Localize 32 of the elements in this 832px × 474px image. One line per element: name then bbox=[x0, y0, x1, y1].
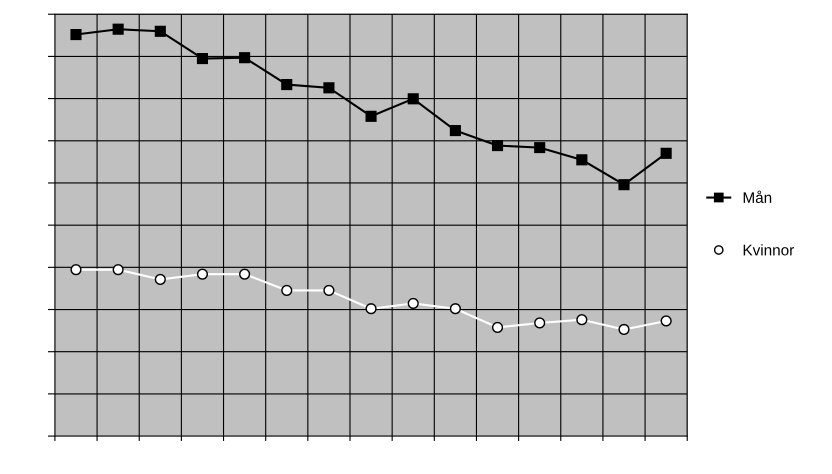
point bbox=[239, 268, 250, 280]
point bbox=[281, 79, 292, 90]
point bbox=[408, 298, 419, 310]
point bbox=[154, 26, 166, 37]
point bbox=[366, 303, 377, 314]
point bbox=[450, 124, 461, 136]
point bbox=[576, 154, 588, 166]
point bbox=[618, 324, 630, 336]
point bbox=[70, 264, 82, 276]
point bbox=[534, 142, 546, 154]
point bbox=[239, 52, 250, 64]
point bbox=[660, 315, 672, 326]
point bbox=[112, 24, 124, 35]
point bbox=[196, 52, 208, 64]
point bbox=[450, 303, 461, 314]
point bbox=[534, 317, 546, 329]
point bbox=[492, 140, 504, 152]
point bbox=[492, 322, 504, 334]
point bbox=[323, 82, 334, 94]
point bbox=[618, 179, 630, 190]
point bbox=[70, 28, 82, 40]
point bbox=[366, 110, 377, 122]
point bbox=[196, 268, 208, 280]
point bbox=[281, 284, 292, 296]
point bbox=[408, 93, 419, 104]
point bbox=[154, 274, 166, 285]
point bbox=[576, 314, 588, 326]
legend-label: Kvinnor bbox=[744, 244, 794, 256]
point bbox=[323, 284, 334, 296]
point bbox=[660, 148, 672, 159]
legend-label: Mån bbox=[744, 190, 772, 204]
point bbox=[112, 264, 124, 276]
